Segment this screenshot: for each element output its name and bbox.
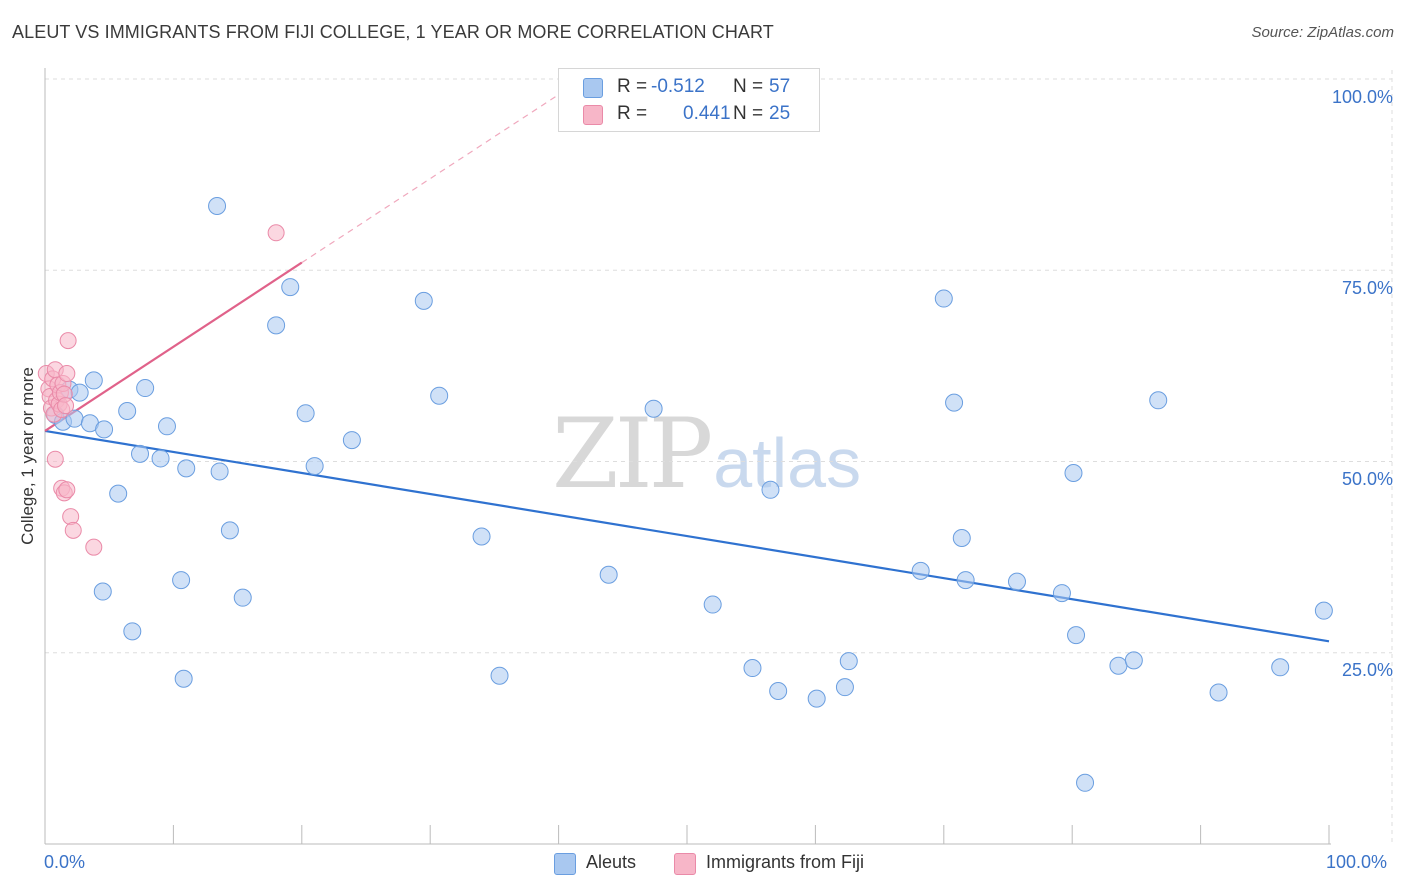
aleuts-point-22 bbox=[233, 588, 252, 607]
aleuts-point-35 bbox=[743, 659, 762, 678]
aleuts-point-37 bbox=[769, 682, 788, 700]
aleuts-point-39 bbox=[835, 678, 854, 697]
aleuts-point-12 bbox=[131, 444, 150, 463]
aleuts-point-23 bbox=[267, 316, 286, 335]
n-label: N = bbox=[733, 103, 764, 124]
aleuts-point-32 bbox=[599, 565, 618, 584]
aleuts-point-53 bbox=[1149, 391, 1168, 410]
r-label: R = bbox=[617, 76, 648, 97]
aleuts-point-28 bbox=[414, 291, 433, 310]
aleuts-point-10 bbox=[118, 402, 137, 421]
aleuts-point-7 bbox=[95, 420, 114, 439]
fiji-swatch bbox=[583, 105, 603, 125]
fiji-legend-swatch bbox=[674, 853, 696, 875]
r-label: R = bbox=[617, 103, 648, 124]
grid-lines bbox=[45, 70, 1393, 844]
fiji-point-20 bbox=[58, 481, 76, 499]
aleuts-point-45 bbox=[956, 571, 975, 590]
trend-line-fiji bbox=[44, 261, 303, 432]
axes bbox=[44, 68, 1331, 845]
aleuts-point-18 bbox=[177, 459, 196, 478]
aleuts-point-47 bbox=[1052, 584, 1071, 603]
trend-line-fiji-extrapolated bbox=[301, 89, 566, 264]
aleuts-point-51 bbox=[1109, 656, 1128, 675]
aleuts-point-38 bbox=[807, 689, 826, 708]
y-tick-label-100: 100.0% bbox=[1331, 87, 1393, 107]
fiji-point-14 bbox=[57, 397, 75, 415]
trend-lines bbox=[44, 89, 1330, 643]
aleuts-point-41 bbox=[911, 561, 930, 580]
n-value-aleuts: 57 bbox=[769, 76, 791, 97]
correlation-legend: R = -0.512 N = 57 R = 0.441 N = 25 bbox=[558, 68, 820, 132]
y-tick-label-75: 75.0% bbox=[1341, 278, 1393, 298]
aleuts-point-24 bbox=[281, 278, 300, 297]
fiji-point-21 bbox=[62, 508, 80, 526]
r-value-aleuts: -0.512 bbox=[651, 76, 705, 97]
aleuts-point-44 bbox=[952, 529, 971, 547]
fiji-point-17 bbox=[46, 450, 64, 468]
fiji-legend-label: Immigrants from Fiji bbox=[706, 852, 865, 872]
x-tick-label-100: 100.0% bbox=[1326, 852, 1388, 872]
aleuts-point-4 bbox=[70, 383, 89, 402]
aleuts-point-6 bbox=[84, 371, 103, 390]
watermark: ZIPatlas bbox=[552, 398, 861, 510]
aleuts-point-46 bbox=[1007, 572, 1026, 591]
aleuts-point-56 bbox=[1314, 601, 1333, 620]
aleuts-point-36 bbox=[761, 480, 780, 499]
aleuts-swatch bbox=[583, 78, 603, 98]
x-tick-label-0: 0.0% bbox=[44, 852, 86, 872]
n-value-fiji: 25 bbox=[769, 103, 791, 124]
aleuts-point-54 bbox=[1209, 683, 1228, 702]
aleuts-point-17 bbox=[174, 669, 193, 688]
aleuts-legend-label: Aleuts bbox=[586, 852, 637, 872]
aleuts-legend-swatch bbox=[554, 853, 576, 875]
fiji-point-22 bbox=[64, 521, 82, 539]
aleuts-point-40 bbox=[839, 652, 858, 671]
aleuts-point-21 bbox=[220, 521, 239, 540]
aleuts-point-27 bbox=[342, 431, 361, 450]
aleuts-point-31 bbox=[490, 666, 509, 685]
aleuts-point-16 bbox=[172, 571, 191, 590]
aleuts-point-49 bbox=[1067, 626, 1086, 645]
watermark-zip: ZIP bbox=[552, 398, 713, 510]
aleuts-point-13 bbox=[136, 379, 155, 398]
aleuts-point-14 bbox=[151, 449, 170, 468]
aleuts-point-9 bbox=[93, 582, 112, 601]
aleuts-point-50 bbox=[1076, 773, 1095, 792]
aleuts-point-42 bbox=[934, 289, 953, 308]
watermark-atlas: atlas bbox=[713, 424, 862, 502]
aleuts-point-43 bbox=[945, 393, 964, 412]
data-points bbox=[37, 196, 1333, 792]
trend-line-aleuts bbox=[44, 429, 1330, 643]
aleuts-point-11 bbox=[123, 622, 142, 641]
fiji-point-16 bbox=[59, 332, 77, 350]
aleuts-point-52 bbox=[1124, 651, 1143, 670]
aleuts-point-48 bbox=[1064, 463, 1083, 482]
aleuts-point-29 bbox=[430, 386, 449, 405]
aleuts-point-25 bbox=[296, 404, 315, 423]
y-tick-label-25: 25.0% bbox=[1341, 660, 1393, 680]
fiji-point-15 bbox=[58, 365, 76, 383]
aleuts-point-33 bbox=[644, 399, 663, 418]
n-label: N = bbox=[733, 76, 764, 97]
source-credit: Source: ZipAtlas.com bbox=[1251, 24, 1394, 41]
y-tick-label-50: 50.0% bbox=[1341, 469, 1393, 489]
fiji-point-24 bbox=[267, 224, 285, 242]
aleuts-point-19 bbox=[208, 196, 227, 215]
aleuts-point-55 bbox=[1271, 658, 1290, 677]
chart-title: ALEUT VS IMMIGRANTS FROM FIJI COLLEGE, 1… bbox=[12, 22, 774, 42]
aleuts-point-8 bbox=[109, 484, 128, 503]
aleuts-point-15 bbox=[157, 417, 176, 436]
r-value-fiji: 0.441 bbox=[683, 103, 731, 124]
aleuts-point-26 bbox=[305, 457, 324, 476]
aleuts-point-20 bbox=[210, 462, 229, 481]
aleuts-point-30 bbox=[472, 527, 491, 546]
fiji-point-23 bbox=[85, 538, 103, 556]
aleuts-point-34 bbox=[703, 595, 722, 614]
